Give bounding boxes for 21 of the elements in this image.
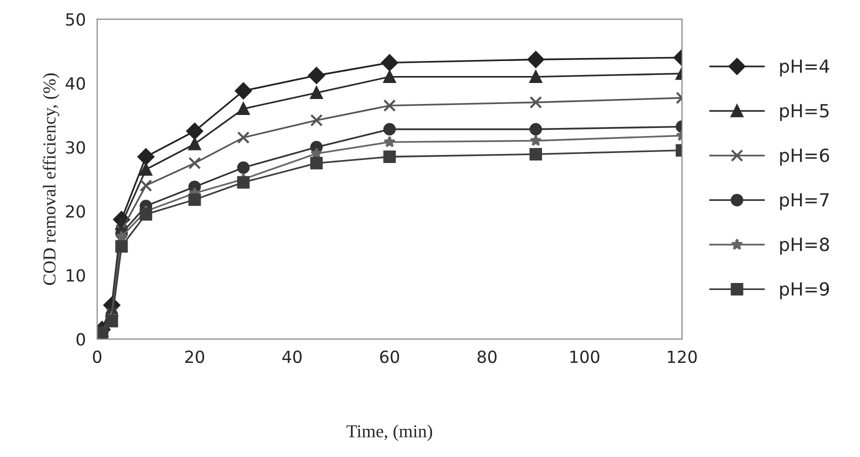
y-axis-title: COD removal efficiency, (%)	[42, 73, 60, 285]
y-tick-label: 20	[66, 205, 85, 218]
legend-label: pH=8	[780, 238, 829, 255]
x-tick-label: 100	[570, 350, 600, 364]
x-tick-label: 60	[380, 350, 400, 364]
legend-label: pH=6	[780, 148, 830, 166]
x-tick-label: 80	[478, 350, 497, 364]
y-tick-label: 10	[66, 269, 85, 282]
legend-label: pH=7	[780, 193, 829, 210]
x-tick-label: 20	[185, 350, 204, 364]
legend-label: pH=9	[780, 282, 829, 300]
legend-label: pH=5	[780, 104, 829, 122]
y-tick-label: 40	[66, 77, 85, 90]
legend-label: pH=4	[780, 60, 830, 76]
y-tick-label: 30	[66, 141, 85, 154]
x-tick-label: 120	[668, 350, 697, 364]
x-tick-label: 0	[92, 350, 102, 364]
y-tick-label: 50	[66, 13, 85, 26]
x-axis-title: Time, (min)	[346, 424, 432, 442]
y-tick-label: 0	[76, 333, 85, 346]
x-tick-label: 40	[282, 350, 302, 364]
